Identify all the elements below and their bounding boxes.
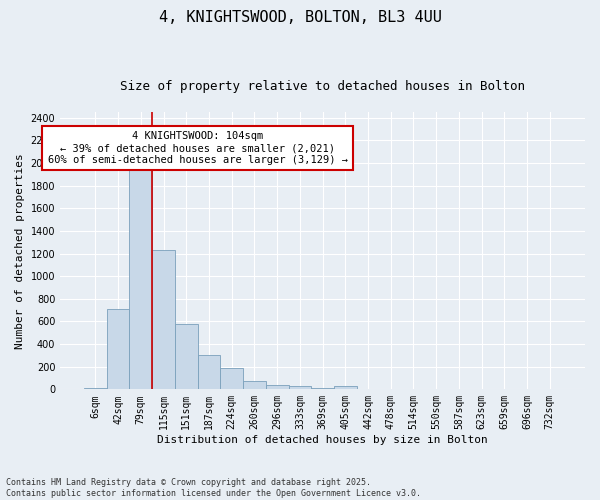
- Bar: [289, 386, 311, 390]
- Bar: [107, 309, 130, 390]
- Bar: [448, 389, 470, 390]
- Bar: [356, 389, 379, 390]
- Bar: [311, 388, 334, 390]
- Text: Contains HM Land Registry data © Crown copyright and database right 2025.
Contai: Contains HM Land Registry data © Crown c…: [6, 478, 421, 498]
- Bar: [334, 386, 356, 390]
- Bar: [402, 389, 425, 390]
- Bar: [84, 388, 107, 390]
- Bar: [175, 324, 197, 390]
- Bar: [130, 168, 152, 390]
- Bar: [425, 389, 448, 390]
- Text: 4, KNIGHTSWOOD, BOLTON, BL3 4UU: 4, KNIGHTSWOOD, BOLTON, BL3 4UU: [158, 10, 442, 25]
- Bar: [516, 389, 538, 390]
- Bar: [538, 389, 561, 390]
- X-axis label: Distribution of detached houses by size in Bolton: Distribution of detached houses by size …: [157, 435, 488, 445]
- Bar: [266, 385, 289, 390]
- Bar: [243, 381, 266, 390]
- Bar: [470, 389, 493, 390]
- Bar: [379, 389, 402, 390]
- Bar: [493, 389, 516, 390]
- Y-axis label: Number of detached properties: Number of detached properties: [15, 153, 25, 348]
- Bar: [220, 368, 243, 390]
- Bar: [197, 355, 220, 390]
- Text: 4 KNIGHTSWOOD: 104sqm
← 39% of detached houses are smaller (2,021)
60% of semi-d: 4 KNIGHTSWOOD: 104sqm ← 39% of detached …: [47, 132, 347, 164]
- Bar: [152, 250, 175, 390]
- Title: Size of property relative to detached houses in Bolton: Size of property relative to detached ho…: [120, 80, 525, 93]
